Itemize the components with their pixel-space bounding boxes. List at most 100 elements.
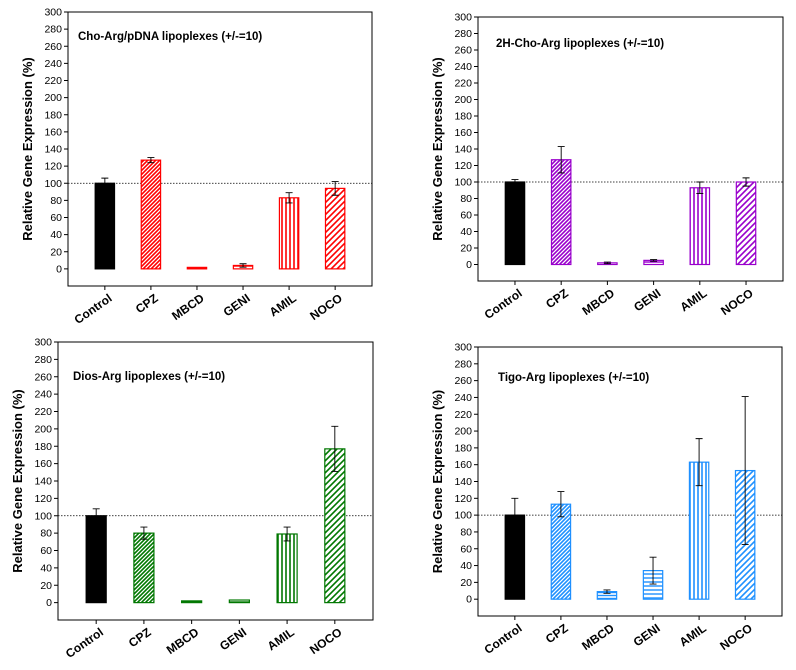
y-axis-label: Relative Gene Expression (%)	[430, 57, 445, 241]
error-bar	[101, 177, 109, 184]
bar-geni	[228, 599, 250, 604]
y-tick-label: 160	[34, 458, 52, 470]
y-tick-label: 240	[34, 389, 52, 401]
error-bar	[650, 259, 658, 261]
y-tick-label: 100	[454, 510, 472, 522]
y-tick-label: 260	[454, 375, 472, 387]
error-bar	[511, 179, 519, 182]
y-tick-label: 300	[454, 342, 472, 354]
y-tick-label: 280	[34, 354, 52, 366]
y-tick-label: 140	[454, 476, 472, 488]
y-tick-label: 40	[460, 226, 472, 238]
x-tick-label: Control	[72, 291, 115, 327]
error-bar-lower	[695, 462, 703, 487]
y-tick-label: 40	[460, 560, 472, 572]
y-tick-label: 180	[454, 442, 472, 454]
y-tick-label: 280	[454, 28, 472, 40]
y-tick-label: 20	[40, 580, 52, 592]
error-bar-lower	[511, 182, 519, 185]
bar-mbcd	[181, 600, 203, 604]
error-bar	[92, 508, 100, 516]
error-bar	[741, 396, 749, 471]
x-tick-label: AMIL	[677, 621, 709, 649]
bar-cpz	[133, 532, 155, 604]
x-tick-label: CPZ	[126, 625, 154, 650]
error-bar-lower	[649, 570, 657, 585]
x-tick-label: Control	[63, 625, 106, 661]
y-tick-label: 160	[454, 459, 472, 471]
y-tick-label: 220	[454, 409, 472, 421]
y-tick-label: 120	[34, 493, 52, 505]
error-bar-lower	[92, 515, 100, 524]
chart-4: 0 20 40 60 80 100 120 140 160 180 200 220 240 260 280 3…	[430, 342, 783, 657]
y-tick-label: 200	[454, 426, 472, 438]
x-tick-label: CPZ	[133, 291, 161, 316]
bar-amil	[689, 187, 711, 266]
y-tick-label: 280	[454, 358, 472, 370]
y-tick-label: 220	[454, 78, 472, 90]
error-bar	[603, 261, 611, 263]
x-tick-label: MBCD	[169, 291, 207, 323]
chart-3: 0 20 40 60 80 100 120 140 160 180 200 220 240 260 280 3…	[10, 337, 374, 661]
error-bar-lower	[557, 504, 565, 518]
error-bar-lower	[283, 533, 291, 542]
bar-control	[94, 182, 116, 270]
y-tick-label: 60	[40, 545, 52, 557]
bar-mbcd	[186, 266, 208, 270]
error-bar	[557, 146, 565, 160]
y-tick-label: 100	[44, 178, 62, 190]
x-tick-label: GENI	[631, 286, 663, 314]
error-bar-lower	[331, 448, 339, 472]
x-tick-label: GENI	[631, 621, 663, 649]
y-tick-label: 60	[460, 543, 472, 555]
error-bar	[331, 181, 339, 189]
y-tick-label: 60	[50, 212, 62, 224]
bar-amil	[278, 197, 300, 270]
error-bar-lower	[603, 591, 611, 594]
x-tick-label: MBCD	[580, 286, 618, 318]
error-bar	[147, 157, 155, 161]
chart-title: Dios-Arg lipoplexes (+/-=10)	[73, 371, 225, 383]
y-tick-label: 100	[34, 510, 52, 522]
y-tick-label: 0	[466, 594, 472, 606]
y-tick-label: 180	[454, 111, 472, 123]
x-tick-label: CPZ	[543, 286, 571, 311]
y-tick-label: 60	[460, 210, 472, 222]
error-bar-lower	[741, 470, 749, 545]
y-tick-label: 200	[454, 94, 472, 106]
y-tick-label: 260	[44, 41, 62, 53]
bar-cpz	[550, 503, 572, 600]
y-axis-label: Relative Gene Expression (%)	[430, 390, 445, 574]
y-tick-label: 180	[34, 441, 52, 453]
y-tick-label: 240	[44, 58, 62, 70]
x-tick-label: GENI	[217, 625, 249, 653]
x-tick-label: MBCD	[164, 625, 202, 657]
chart-1: 0 20 40 60 80 100 120 140 160 180 200 220 240 260 280 3…	[20, 7, 373, 327]
x-tick-label: Control	[482, 621, 525, 657]
error-bar	[695, 438, 703, 463]
y-tick-label: 160	[44, 126, 62, 138]
x-tick-label: NOCO	[718, 286, 756, 318]
error-bar-lower	[742, 182, 750, 187]
y-tick-label: 120	[44, 161, 62, 173]
error-bar	[140, 526, 148, 534]
chart-2: 0 20 40 60 80 100 120 140 160 180 200 220 240 260 280 3…	[430, 12, 784, 322]
x-tick-label: Control	[482, 286, 525, 322]
error-bar	[742, 177, 750, 182]
y-tick-label: 20	[460, 577, 472, 589]
y-tick-label: 0	[466, 259, 472, 271]
y-tick-label: 0	[56, 263, 62, 275]
y-tick-label: 120	[454, 493, 472, 505]
bar-amil	[276, 533, 298, 604]
y-tick-label: 100	[454, 177, 472, 189]
error-bar-lower	[557, 159, 565, 174]
error-bar-lower	[140, 533, 148, 540]
error-bar	[557, 491, 565, 505]
error-bar-lower	[147, 160, 155, 164]
error-bar-lower	[285, 197, 293, 204]
error-bar-lower	[101, 183, 109, 189]
error-bar	[649, 556, 657, 571]
y-tick-label: 20	[50, 246, 62, 258]
error-bar-lower	[511, 515, 519, 533]
x-tick-label: CPZ	[543, 621, 571, 646]
